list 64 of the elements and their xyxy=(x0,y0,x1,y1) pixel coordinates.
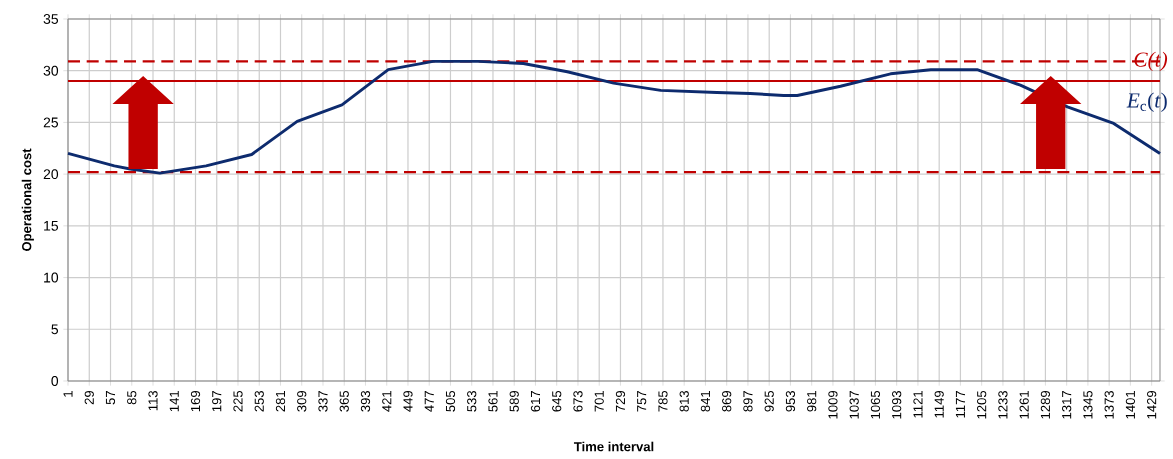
x-tick-label: 1009 xyxy=(828,390,838,419)
x-tick-label: 1401 xyxy=(1125,391,1136,419)
x-tick-label: 225 xyxy=(233,390,243,412)
x-tick-label: 1261 xyxy=(1019,391,1029,419)
x-tick-label: 1121 xyxy=(913,391,923,418)
y-tick-label: 30 xyxy=(43,65,59,76)
x-tick-label: 29 xyxy=(84,390,94,405)
x-tick-label: 897 xyxy=(743,391,753,412)
x-tick-label: 421 xyxy=(382,391,392,412)
x-tick-label: 1037 xyxy=(849,391,859,419)
x-tick-label: 141 xyxy=(169,391,179,412)
y-tick-label: 35 xyxy=(43,14,59,24)
x-tick-label: 925 xyxy=(764,390,774,412)
x-tick-label: 393 xyxy=(360,390,371,412)
x-tick-label: 673 xyxy=(573,390,583,412)
x-tick-label: 869 xyxy=(722,390,732,412)
x-tick-label: 113 xyxy=(148,390,158,411)
x-tick-label: 169 xyxy=(190,390,201,412)
x-tick-label: 533 xyxy=(467,390,477,412)
x-tick-label: 1429 xyxy=(1147,390,1157,419)
x-tick-label: 813 xyxy=(679,390,689,412)
x-tick-label: 1 xyxy=(63,391,73,397)
y-tick-label: 15 xyxy=(44,220,59,231)
x-tick-label: 365 xyxy=(339,390,349,412)
x-tick-label: 841 xyxy=(700,391,711,412)
x-axis-title: Time interval xyxy=(573,441,654,452)
x-tick-label: 1317 xyxy=(1062,391,1072,419)
x-tick-label: 645 xyxy=(552,390,562,412)
x-tick-label: 785 xyxy=(658,390,668,412)
x-tick-label: 85 xyxy=(127,390,137,405)
x-tick-label: 337 xyxy=(318,391,328,412)
x-tick-label: 253 xyxy=(254,390,264,412)
x-tick-label: 953 xyxy=(785,390,796,412)
x-tick-label: 1233 xyxy=(998,390,1008,419)
x-tick-label: 561 xyxy=(488,391,498,412)
series-label: E$_{c}$(t) xyxy=(1126,92,1167,112)
x-tick-label: 589 xyxy=(509,390,519,412)
x-tick-label: 1205 xyxy=(977,390,987,419)
x-tick-label: 57 xyxy=(105,391,116,405)
x-tick-label: 981 xyxy=(807,391,817,412)
y-tick-label: 5 xyxy=(51,324,59,335)
x-tick-label: 1065 xyxy=(870,390,881,419)
y-tick-label: 25 xyxy=(43,117,59,128)
x-tick-label: 729 xyxy=(615,390,626,412)
ref-line-label: C(t) xyxy=(1134,51,1168,72)
x-tick-label: 309 xyxy=(297,390,307,412)
x-tick-label: 281 xyxy=(275,391,286,412)
x-tick-label: 505 xyxy=(445,390,456,412)
y-tick-label: 0 xyxy=(51,376,59,386)
x-tick-label: 617 xyxy=(530,391,541,412)
y-axis-title: Operational cost xyxy=(21,148,34,251)
y-tick-label: 10 xyxy=(44,272,59,283)
x-tick-label: 449 xyxy=(403,390,413,412)
x-tick-label: 1289 xyxy=(1040,390,1051,419)
x-tick-label: 1093 xyxy=(892,390,902,419)
x-tick-label: 1345 xyxy=(1083,390,1093,419)
x-tick-label: 1177 xyxy=(955,391,965,418)
x-tick-label: 1373 xyxy=(1104,390,1114,419)
x-tick-label: 477 xyxy=(424,391,434,412)
x-tick-label: 757 xyxy=(637,391,647,412)
y-tick-label: 20 xyxy=(43,169,59,180)
x-tick-label: 197 xyxy=(212,391,222,412)
x-tick-label: 701 xyxy=(594,391,604,412)
x-tick-label: 1149 xyxy=(934,390,944,418)
